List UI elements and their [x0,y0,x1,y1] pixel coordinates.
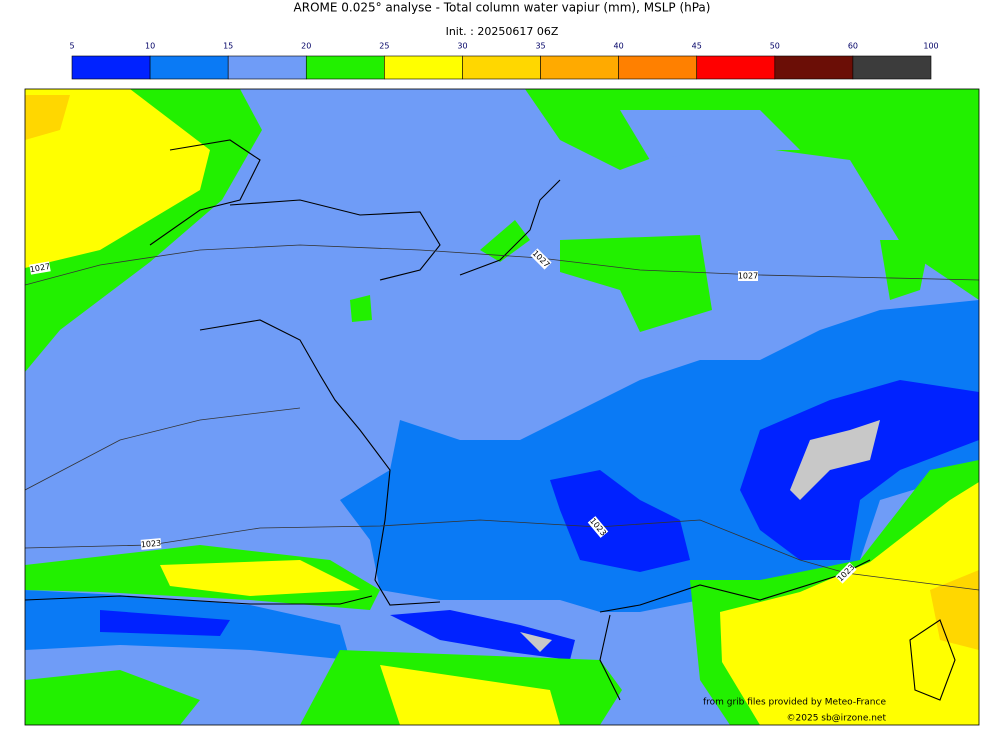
isobar-label-bg [140,538,162,550]
field [25,670,200,725]
colorbar: 5 10 15 20 25 30 35 40 45 50 60 100 [69,42,939,80]
colorbar-segment [305,55,385,80]
colorbar-segment [71,55,151,80]
colorbar-tick-label: 5 [69,42,74,51]
isobar-label-bg [587,516,609,538]
field [100,610,230,636]
field [930,570,979,650]
field [525,89,979,300]
credit: from grib files provided by Meteo-France [703,698,886,708]
field [25,95,70,140]
field [480,220,530,262]
colorbar-segment [227,55,307,80]
isobar-label-bg [29,261,51,275]
field [160,560,360,596]
field [880,240,930,300]
field [560,235,712,332]
colorbar-segment [774,55,854,80]
isobar-label-bg [530,248,552,270]
field [350,295,372,322]
colorbar-tick-label: 40 [614,42,624,51]
colorbar-segment [540,55,619,80]
map-frame [24,88,980,726]
isobar-label-text: 1027 [738,272,758,281]
colorbar-tick-label: 45 [692,42,702,51]
isobar-label: 1023 [140,538,162,550]
colorbar-segment [384,55,463,80]
credit: ©2025 sb@irzone.net [787,714,887,724]
colorbar-segment [852,55,932,80]
field [620,110,800,160]
subtitle: Init. : 20250617 06Z [446,25,559,38]
field [550,470,690,572]
colorbar-tick-label: 100 [923,42,938,51]
isobar-label-bg [738,271,758,281]
colorbar-segment [462,55,541,80]
colorbar-tick-label: 30 [457,42,467,51]
colorbar-tick-label: 25 [379,42,389,51]
isobar-label: 1027 [738,271,758,281]
isobar-label-text: 1023 [140,539,161,550]
isobar-label: 1027 [29,261,51,275]
colorbar-segment [149,55,229,80]
colorbar-tick-label: 15 [223,42,233,51]
colorbar-tick-label: 20 [301,42,311,51]
field [380,665,560,725]
map [24,88,980,726]
colorbar-tick-label: 60 [848,42,858,51]
field [25,89,210,268]
colorbar-tick-label: 35 [535,42,545,51]
field [790,420,880,500]
field [740,380,979,560]
isobar-label-bg [835,562,857,584]
colorbar-tick-label: 10 [145,42,155,51]
field [520,632,552,652]
field [390,610,575,660]
colorbar-segment [618,55,698,80]
title: AROME 0.025° analyse - Total column wate… [294,1,711,15]
isobar-label-text: 1027 [29,262,51,274]
colorbar-segment [696,55,776,80]
colorbar-tick-label: 50 [770,42,780,51]
field [720,482,979,725]
isobar [25,244,979,591]
